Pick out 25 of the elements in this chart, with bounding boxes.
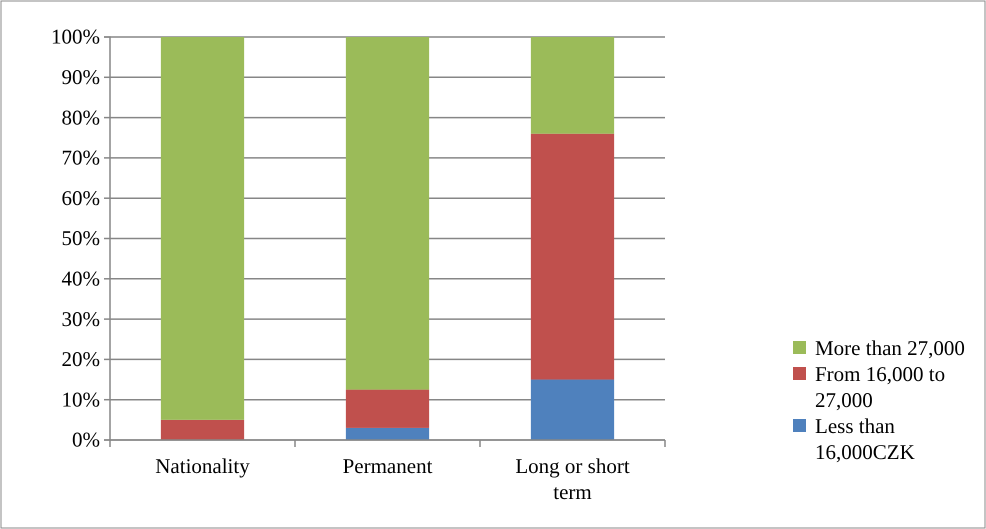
bar — [530, 134, 614, 380]
y-tick-label: 40% — [62, 266, 100, 291]
y-tick-label: 70% — [62, 146, 100, 170]
y-tick-label: 100% — [51, 24, 100, 49]
bar — [530, 380, 614, 440]
x-tick-label: Permanent — [342, 454, 433, 478]
bar — [346, 37, 430, 390]
y-tick-label: 10% — [62, 387, 100, 412]
y-tick-label: 90% — [62, 65, 100, 90]
y-tick-label: 30% — [62, 306, 100, 331]
x-tick-label: Nationality — [155, 454, 250, 478]
y-tick-label: 0% — [72, 428, 100, 452]
y-tick-label: 50% — [62, 226, 100, 250]
y-tick-label: 60% — [62, 186, 100, 210]
bar — [346, 390, 430, 428]
legend-label: From 16,000 to 27,000 — [815, 362, 946, 412]
legend-label: More than 27,000 — [815, 336, 965, 360]
bar — [530, 37, 614, 134]
bar — [160, 37, 244, 420]
bar — [160, 420, 244, 440]
legend-label: Less than 16,000CZK — [815, 414, 915, 464]
bar — [346, 428, 430, 440]
x-tick-label: Long or short term — [515, 454, 630, 504]
y-tick-label: 20% — [62, 347, 100, 372]
y-tick-label: 80% — [62, 105, 100, 130]
